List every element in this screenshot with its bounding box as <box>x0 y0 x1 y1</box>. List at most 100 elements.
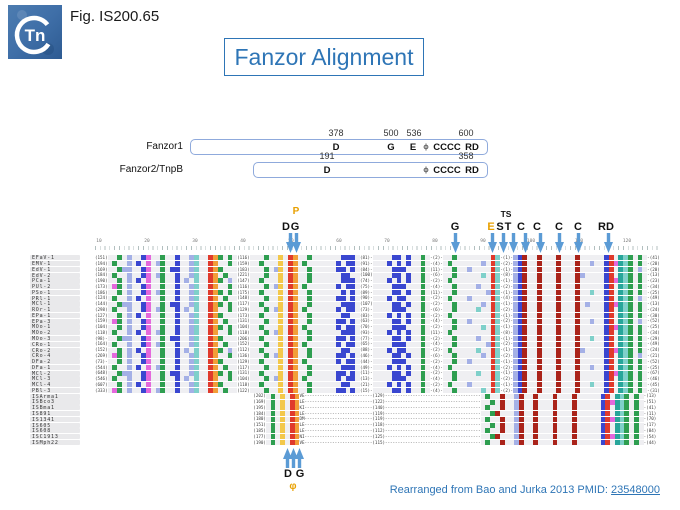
alignment-arrow-icon <box>294 448 304 468</box>
sequence-name: PCa-1 <box>30 278 80 284</box>
domain-label: Fanzor1 <box>146 141 183 152</box>
svg-text:Tn: Tn <box>25 26 46 45</box>
alignment-arrow-icon <box>535 233 545 253</box>
sequence-name: MCl-4 <box>30 382 80 388</box>
alignment-row: MCl-1 (144) (117) (107) -(2)- -(1)- -(13) <box>30 301 660 307</box>
sequence-name: EdV-1 <box>30 266 80 273</box>
alignment-row: DFa-1 (544) (117) (49)- -(4)- -(2)- -(25) <box>30 364 660 371</box>
conserved-residue-label: TS <box>500 209 512 219</box>
domain-motif-label: E <box>409 142 417 153</box>
figure-number-label: Fig. IS200.65 <box>70 8 160 25</box>
domain-position-number: 191 <box>319 151 335 161</box>
alignment-row: ISBco3 (169) LE---------------------------… <box>30 399 657 405</box>
sequence-name: MCl-2 <box>30 370 80 376</box>
conserved-residue-label: C <box>517 221 525 233</box>
ruler-number: 100 <box>526 239 536 244</box>
alignment-row: PSo-1 (186) (175) (89)- (11)- -(1)- -(25) <box>30 289 660 296</box>
sequence-name: MCl-3 <box>30 376 80 382</box>
alignment-arrow-icon <box>573 233 583 253</box>
conserved-residue-label: φ <box>289 481 297 492</box>
ruler-number: 80 <box>432 239 438 244</box>
alignment-arrow-icon <box>291 233 301 253</box>
sequence-name: ISArma1 <box>30 393 80 399</box>
domain-position-number: 378 <box>328 128 344 138</box>
alignment-row: EMV-1 (194) (159) (91)- -(4)- -(2)- -(28) <box>30 260 660 267</box>
alignment-row: ISMph22 (190) VE--------------------------… <box>30 439 657 445</box>
sequence-name: CRo-4 <box>30 353 80 359</box>
page-title: Fanzor Alignment <box>234 43 414 70</box>
sequence-name: DFa-1 <box>30 364 80 371</box>
alignment-arrow-icon <box>487 233 497 253</box>
alignment-row: CRo-4 (269) (136) (46)- -(6)- -(2)- -(21) <box>30 353 660 359</box>
ruler-number: 120 <box>622 239 632 244</box>
sequence-name: CRo-1 <box>30 341 80 347</box>
alignment-arrow-icon <box>498 233 508 253</box>
ruler-number: 40 <box>240 239 246 244</box>
conserved-residue-label: S <box>496 221 504 233</box>
domain-motif-label: CCCC <box>433 165 461 176</box>
domain-label: Fanzor2/TnpB <box>119 164 183 175</box>
conserved-residue-label: D <box>284 468 292 480</box>
alignment-row: MCl-4 (607) (118) (21)- -(2)- -(1)- -(45) <box>30 381 660 388</box>
alignment-row: IS891 (184) LE---------------------------(… <box>30 410 657 417</box>
domain-motif-label: ϕ <box>423 143 429 151</box>
alignment-row: IS605 (151) LE---------------------------(… <box>30 422 657 428</box>
pmid-link[interactable]: 23548000 <box>611 484 660 496</box>
domain-box-fanzor1 <box>190 139 488 155</box>
conserved-residue-label: G <box>450 221 460 233</box>
alignment-arrow-icon <box>285 233 295 253</box>
domain-motif-label: D <box>323 165 331 176</box>
sequence-name: EFaV-1 <box>30 255 80 261</box>
alignment-row: MCl-3 (546) (104) (13)- -(4)- -(2)- -(46) <box>30 376 660 382</box>
conserved-residue-label: C <box>574 221 582 233</box>
sequence-name: DFa-2 <box>30 359 80 365</box>
domain-motif-label: RD <box>465 142 479 153</box>
sequence-alignment: EFaV-1 (151) (116) (81)- -(2)- -(1)- -(41) EMV-… <box>30 255 660 445</box>
alignment-row: ISBma1 (195) KI---------------------------… <box>30 404 657 411</box>
sequence-name: PBl-3 <box>30 387 80 394</box>
alignment-row: PBl-3 (333) (122) (15)- -(4)- -(2)- -(31) <box>30 387 660 394</box>
domain-position-number: 600 <box>458 128 474 138</box>
domain-position-number: 500 <box>383 128 399 138</box>
domain-motif-label: RD <box>465 165 479 176</box>
sequence-name: PUl-2 <box>30 284 80 290</box>
alignment-arrow-icon <box>554 233 564 253</box>
alignment-row: CRo-2 (152) (112) (88)- -(2)- -(1)- -(24) <box>30 347 660 353</box>
alignment-row: ISArma1 (202) VE--------------------------… <box>30 393 657 399</box>
domain-position-number: 536 <box>406 128 422 138</box>
conserved-residue-label: G <box>290 221 300 233</box>
conserved-residue-label: C <box>555 221 563 233</box>
sequence-name: ISMph22 <box>30 439 80 445</box>
ruler-number: 70 <box>384 239 390 244</box>
conserved-residue-label: E <box>487 221 495 233</box>
conserved-residue-label: P <box>292 206 300 217</box>
ruler-number: 20 <box>144 239 150 244</box>
ruler-number: 90 <box>480 239 486 244</box>
c-ring-icon: Tn <box>8 5 62 59</box>
alignment-row: MOo-1 (104) (104) (70)- -(2)- -(1)- -(25) <box>30 324 660 330</box>
sequence-name: MCl-1 <box>30 301 80 307</box>
sequence-name: ISC1913 <box>30 434 80 440</box>
alignment-row: MOo-2 (118) (118) (93)- (11)- -(8)- -(34) <box>30 329 660 336</box>
conserved-residue-label: G <box>295 468 305 480</box>
conserved-residue-label: T <box>504 221 512 233</box>
sequence-name: ROr-1 <box>30 307 80 313</box>
alignment-row: PCa-1 (190) (147) (74)- -(2)- -(1)- -(23) <box>30 278 660 284</box>
sequence-name: ISBco3 <box>30 399 80 405</box>
attribution-text: Rearranged from Bao and Jurka 2013 PMID:… <box>390 484 660 496</box>
domain-motif-label: CCCC <box>433 142 461 153</box>
title-box: Fanzor Alignment <box>224 38 424 76</box>
sequence-name: MOo-1 <box>30 324 80 330</box>
alignment-row: IS608 (185) LE---------------------------(… <box>30 427 657 434</box>
conserved-residue-label: C <box>533 221 541 233</box>
sequence-name: EMV-1 <box>30 261 80 267</box>
ruler-number: 30 <box>192 239 198 244</box>
sequence-name: PSo-1 <box>30 289 80 296</box>
sequence-name: CRo-2 <box>30 347 80 353</box>
alignment-row: MOo-3 (98)- (206) (77)- -(2)- -(1)- -(29) <box>30 335 660 342</box>
alignment-ruler <box>95 246 661 250</box>
ruler-number: 10 <box>96 239 102 244</box>
alignment-arrow-icon <box>603 233 613 253</box>
conserved-residue-label: RD <box>598 221 614 233</box>
